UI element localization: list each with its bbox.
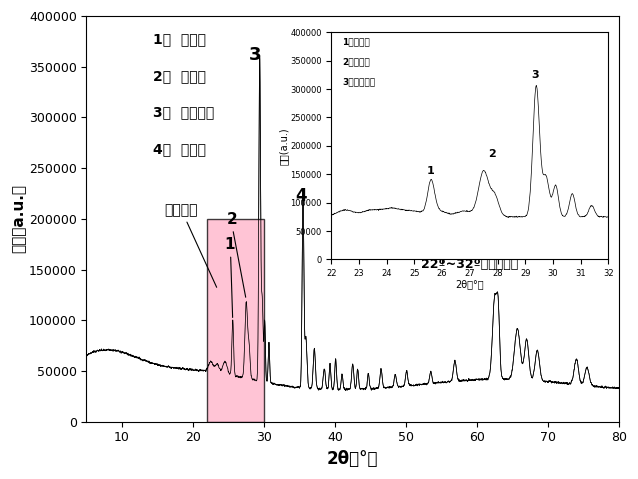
Text: 4: 4 (295, 187, 307, 205)
Text: 2: 2 (226, 212, 237, 227)
Text: 22º~32º范围放大图: 22º~32º范围放大图 (421, 258, 519, 271)
Text: 见放大图: 见放大图 (165, 203, 217, 287)
Text: 2：  钒长石: 2： 钒长石 (153, 69, 206, 83)
Y-axis label: 强度（a.u.）: 强度（a.u.） (11, 184, 26, 253)
Text: 1：  醙长石: 1： 醙长石 (153, 32, 206, 46)
Text: 3: 3 (249, 46, 262, 64)
X-axis label: 2θ（°）: 2θ（°） (327, 450, 378, 468)
Text: 4：  磁鐵矿: 4： 磁鐵矿 (153, 142, 206, 156)
Text: 3：  硅酸二钓: 3： 硅酸二钓 (153, 105, 214, 119)
Bar (207, 219, 264, 422)
Text: 1: 1 (225, 237, 235, 252)
